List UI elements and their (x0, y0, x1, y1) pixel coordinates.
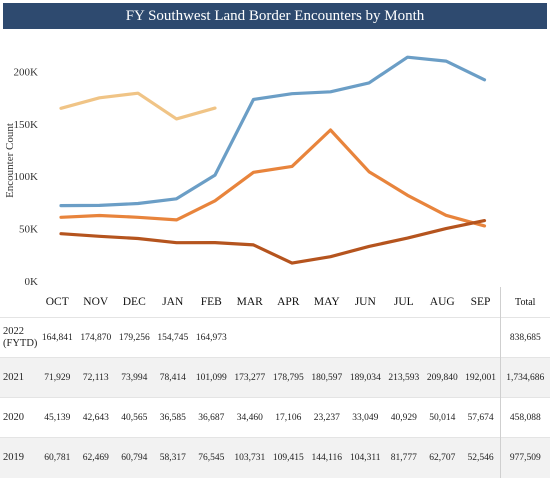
table-cell: 60,794 (115, 437, 154, 478)
month-header: FEB (200, 296, 222, 308)
y-tick-label: 0K (25, 276, 39, 287)
table-cell: 50,014 (423, 397, 462, 438)
month-header: JAN (162, 296, 184, 308)
y-tick-label: 150K (14, 119, 39, 131)
series-lines (59, 55, 487, 265)
month-header: JUN (354, 296, 376, 308)
table-row: 2019 60,781 62,469 60,794 58,317 76,545 103,73… (0, 437, 550, 478)
table-cell: 73,994 (115, 357, 154, 398)
table-cell: 40,565 (115, 397, 154, 438)
series-line-2020 (59, 219, 487, 265)
table-cell: 104,311 (346, 437, 385, 478)
table-cell: 71,929 (38, 357, 77, 398)
row-year: 2019 (3, 451, 24, 463)
table-cell: 103,731 (230, 437, 269, 478)
row-total: 458,088 (499, 397, 550, 438)
chart-title-bar: FY Southwest Land Border Encounters by M… (3, 3, 547, 29)
table-cell (307, 317, 346, 358)
table-cell: 164,973 (192, 317, 231, 358)
table-header-row: OCT NOV DEC JAN FEB MAR APR MAY JUN JUL AUG SEP Tota… (0, 287, 550, 318)
table-cell: 36,585 (153, 397, 192, 438)
table-cell: 154,745 (153, 317, 192, 358)
table-header-corner (0, 287, 38, 318)
table-cell: 45,139 (38, 397, 77, 438)
month-header: DEC (122, 296, 146, 308)
table-cell: 179,256 (115, 317, 154, 358)
table-cell: 78,414 (153, 357, 192, 398)
table-cell: 52,546 (461, 437, 500, 478)
table-cell: 180,597 (307, 357, 346, 398)
table-cell: 34,460 (230, 397, 269, 438)
month-header: APR (277, 296, 300, 308)
table-cell: 192,001 (461, 357, 500, 398)
table-cell: 178,795 (269, 357, 308, 398)
row-year-note: (FYTD) (3, 337, 38, 349)
table-row: 2020 45,139 42,643 40,565 36,585 36,687 34,460… (0, 397, 550, 438)
table-cell: 60,781 (38, 437, 77, 478)
row-year: 2021 (3, 371, 24, 383)
series-line-2021 (59, 55, 487, 208)
y-axis-title: Encounter Count (4, 123, 16, 198)
month-header: NOV (83, 296, 109, 308)
table-cell: 174,870 (76, 317, 115, 358)
table-cell: 72,113 (76, 357, 115, 398)
chart-title: FY Southwest Land Border Encounters by M… (125, 7, 425, 24)
table-cell: 40,929 (384, 397, 423, 438)
table-cell: 23,237 (307, 397, 346, 438)
y-tick-label: 100K (14, 171, 39, 183)
table-cell: 17,106 (269, 397, 308, 438)
row-total: 977,509 (499, 437, 550, 478)
row-year-label: 2019 (0, 437, 38, 478)
table-cell: 81,777 (384, 437, 423, 478)
month-header: SEP (470, 296, 491, 308)
row-year-label: 2022 (FYTD) (0, 317, 38, 358)
row-year: 2022 (3, 325, 24, 337)
table-row: 2022 (FYTD) 164,841 174,870 179,256 154,745 16… (0, 317, 550, 358)
table-cell: 101,099 (192, 357, 231, 398)
table-cell: 173,277 (230, 357, 269, 398)
row-year: 2020 (3, 411, 24, 423)
table-cell: 213,593 (384, 357, 423, 398)
table-cell: 164,841 (38, 317, 77, 358)
table-cell: 57,674 (461, 397, 500, 438)
table-cell (346, 317, 385, 358)
total-header: Total (499, 287, 550, 318)
month-header: AUG (429, 296, 455, 308)
table-cell: 209,840 (423, 357, 462, 398)
month-header: OCT (45, 296, 69, 308)
table-cell: 109,415 (269, 437, 308, 478)
table-cell: 76,545 (192, 437, 231, 478)
data-table: OCT NOV DEC JAN FEB MAR APR MAY JUN JUL AUG SEP Tota… (0, 287, 550, 478)
row-total: 838,685 (499, 317, 550, 358)
row-year-label: 2021 (0, 357, 38, 398)
table-cell (230, 317, 269, 358)
y-axis: Encounter Count 0K 50K 100K 150K 200K (4, 66, 38, 287)
month-header: MAY (313, 296, 340, 308)
table-cell (269, 317, 308, 358)
series-line-2022 (59, 91, 217, 121)
series-line-2019 (59, 128, 487, 228)
table-cell (423, 317, 462, 358)
table-cell: 58,317 (153, 437, 192, 478)
month-header: MAR (236, 296, 263, 308)
table-cell: 33,049 (346, 397, 385, 438)
table-cell: 189,034 (346, 357, 385, 398)
table-cell (384, 317, 423, 358)
table-cell: 36,687 (192, 397, 231, 438)
table-cell (461, 317, 500, 358)
table-row: 2021 71,929 72,113 73,994 78,414 101,099 173,2… (0, 357, 550, 398)
line-chart: Encounter Count 0K 50K 100K 150K 200K (4, 55, 487, 287)
table-cell: 144,116 (307, 437, 346, 478)
y-tick-label: 50K (19, 224, 38, 236)
table-cell: 62,707 (423, 437, 462, 478)
y-tick-label: 200K (14, 66, 39, 78)
table-cell: 62,469 (76, 437, 115, 478)
row-year-label: 2020 (0, 397, 38, 438)
row-total: 1,734,686 (499, 357, 550, 398)
month-header: JUL (393, 296, 414, 308)
table-cell: 42,643 (76, 397, 115, 438)
